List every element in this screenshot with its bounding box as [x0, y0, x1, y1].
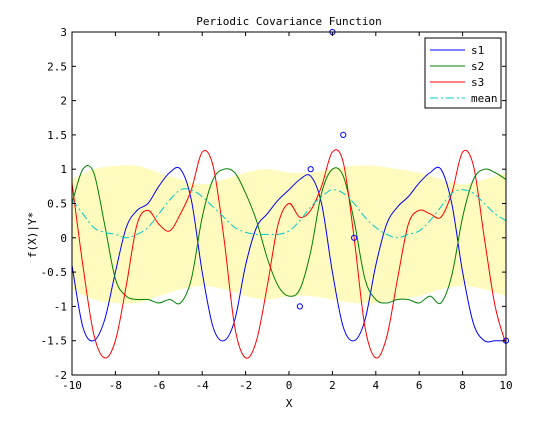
series-line-mean: [72, 188, 506, 239]
observation-point: [351, 234, 358, 241]
y-tick-label: 2: [60, 95, 67, 108]
series-line-s3: [72, 149, 506, 359]
x-tick-label: -8: [109, 379, 122, 392]
x-tick-label: -2: [239, 379, 252, 392]
x-tick-label: -4: [196, 379, 210, 392]
legend-label-s3: s3: [471, 76, 484, 89]
y-tick-label: -0.5: [41, 266, 68, 279]
x-tick-label: -6: [152, 379, 165, 392]
observation-point: [340, 131, 347, 138]
x-tick-label: 8: [459, 379, 466, 392]
legend: s1 s2 s3 mean: [424, 37, 502, 109]
y-tick-label: 0.5: [47, 198, 67, 211]
confidence-band: [72, 165, 506, 304]
y-axis-label: f(X)|Y*: [26, 212, 39, 258]
x-axis-label: X: [286, 397, 293, 410]
x-tick-label: 0: [286, 379, 293, 392]
legend-label-mean: mean: [471, 92, 498, 105]
x-tick-label: 6: [416, 379, 423, 392]
legend-label-s2: s2: [471, 60, 484, 73]
x-tick-label: 10: [499, 379, 512, 392]
chart-title: Periodic Covariance Function: [196, 15, 381, 28]
series-line-s1: [72, 166, 506, 343]
legend-label-s1: s1: [471, 44, 484, 57]
x-tick-label: -10: [62, 379, 82, 392]
y-tick-label: 1.5: [47, 129, 67, 142]
series-line-s2: [72, 165, 506, 305]
y-tick-label: 0: [60, 232, 67, 245]
axes: -10 -8 -6 -4 -2 0 2 4 6 8 10 -2 -1.5 -1 -0.5 0 0.5 1 1.5 2 2…: [41, 26, 513, 392]
x-tick-label: 4: [372, 379, 379, 392]
y-tick-label: -1.5: [41, 335, 68, 348]
observation-point: [307, 166, 314, 173]
y-tick-label: 3: [60, 26, 67, 39]
y-tick-label: -1: [54, 300, 67, 313]
y-tick-label: -2: [54, 369, 67, 382]
observation-point: [296, 303, 303, 310]
plot-area: [72, 28, 510, 359]
y-tick-label: 2.5: [47, 60, 67, 73]
y-tick-label: 1: [60, 163, 67, 176]
x-tick-label: 2: [329, 379, 336, 392]
plot-content: [72, 149, 506, 359]
